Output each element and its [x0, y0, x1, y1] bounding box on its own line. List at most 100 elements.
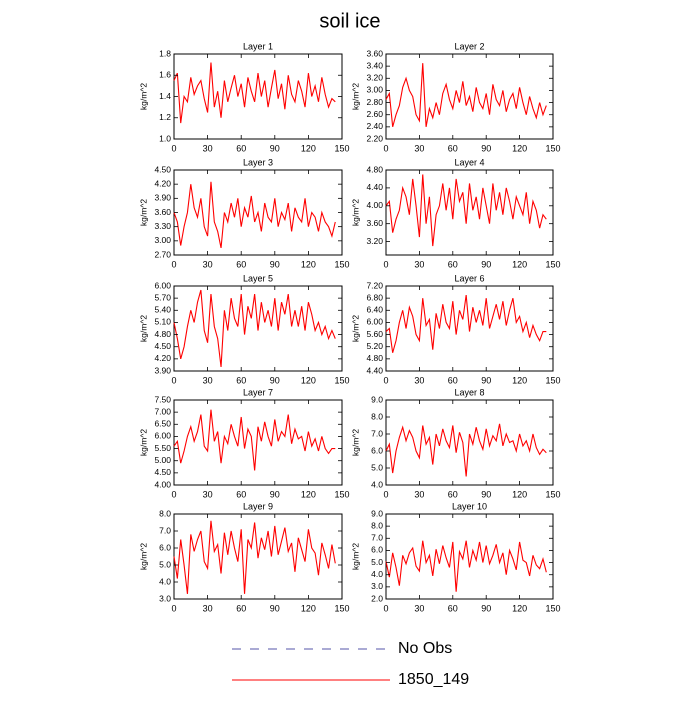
plot-frame	[385, 169, 554, 256]
y-tick-label: 5.60	[366, 329, 383, 339]
x-tick-label: 90	[270, 603, 280, 613]
x-tick-label: 60	[236, 603, 246, 613]
x-tick-label: 150	[334, 375, 349, 385]
y-tick-label: 3.00	[366, 85, 383, 95]
panel: Layer 6 kg/m^2 0 30 60 90 120 150 4.40 4.80 5.20 5.…	[350, 273, 560, 385]
panel: Layer 7 kg/m^2 0 30 60 90 120 150 4.00 4.50 5.00 5.…	[138, 387, 349, 499]
x-tick-label: 0	[383, 603, 388, 613]
y-tick-label: 7.50	[154, 394, 171, 404]
y-tick-label: 4.0	[371, 569, 383, 579]
data-line	[385, 63, 547, 128]
data-line	[173, 62, 336, 124]
y-tick-label: 6.00	[154, 431, 171, 441]
y-tick-label: 7.20	[366, 280, 383, 290]
x-tick-label: 90	[481, 489, 491, 499]
panel: Layer 2 kg/m^2 0 30 60 90 120 150 2.20 2.40 2.60 2.…	[350, 41, 560, 153]
y-tick-label: 5.0	[371, 462, 383, 472]
x-tick-label: 90	[270, 375, 280, 385]
x-tick-label: 60	[448, 489, 458, 499]
x-tick-label: 150	[545, 603, 560, 613]
y-tick-label: 9.0	[371, 394, 383, 404]
y-tick-label: 5.50	[154, 443, 171, 453]
y-tick-label: 3.60	[366, 48, 383, 58]
x-tick-label: 60	[236, 375, 246, 385]
figure-title: soil ice	[319, 10, 380, 32]
x-tick-label: 0	[171, 603, 176, 613]
data-line	[385, 295, 547, 353]
y-tick-label: 5.0	[159, 559, 171, 569]
x-tick-label: 90	[270, 259, 280, 269]
y-tick-label: 4.80	[154, 329, 171, 339]
x-tick-label: 120	[301, 143, 316, 153]
x-tick-label: 60	[448, 259, 458, 269]
y-tick-label: 1.8	[159, 48, 171, 58]
y-axis-label: kg/m^2	[350, 429, 360, 456]
y-tick-label: 1.6	[159, 70, 171, 80]
x-tick-label: 150	[545, 489, 560, 499]
plot-frame	[385, 53, 554, 140]
x-tick-label: 120	[512, 259, 527, 269]
panel-title: Layer 4	[454, 157, 484, 167]
panel: Layer 10 kg/m^2 0 30 60 90 120 150 2.0 3.0 4.0 5.0 6…	[350, 501, 560, 613]
x-tick-label: 30	[414, 489, 424, 499]
data-line	[385, 174, 547, 247]
x-tick-label: 0	[383, 259, 388, 269]
y-tick-label: 7.0	[159, 525, 171, 535]
x-tick-label: 0	[383, 375, 388, 385]
y-tick-label: 5.20	[366, 341, 383, 351]
y-tick-label: 2.20	[366, 133, 383, 143]
x-tick-label: 0	[383, 489, 388, 499]
y-tick-label: 3.90	[154, 193, 171, 203]
y-tick-label: 2.40	[366, 121, 383, 131]
y-tick-label: 5.40	[154, 305, 171, 315]
panel-title: Layer 3	[243, 157, 273, 167]
data-line	[173, 520, 336, 594]
y-tick-label: 3.40	[366, 60, 383, 70]
x-tick-label: 30	[203, 603, 213, 613]
data-line	[385, 423, 547, 477]
x-tick-label: 60	[448, 375, 458, 385]
y-tick-label: 4.0	[371, 479, 383, 489]
panel: Layer 3 kg/m^2 0 30 60 90 120 150 2.70 3.00 3.30 3.…	[138, 157, 349, 269]
panel: Layer 8 kg/m^2 0 30 60 90 120 150 4.0 5.0 6.0 7.0 8.…	[350, 387, 560, 499]
y-tick-label: 4.50	[154, 164, 171, 174]
x-tick-label: 150	[334, 489, 349, 499]
x-tick-label: 90	[481, 375, 491, 385]
y-tick-label: 1.2	[159, 112, 171, 122]
x-tick-label: 120	[301, 603, 316, 613]
y-tick-label: 6.40	[366, 305, 383, 315]
panel-title: Layer 2	[454, 41, 484, 51]
y-tick-label: 4.20	[154, 178, 171, 188]
plot-frame	[385, 285, 554, 372]
data-line	[173, 409, 336, 471]
x-tick-label: 30	[203, 143, 213, 153]
y-axis-label: kg/m^2	[350, 543, 360, 570]
y-tick-label: 4.50	[154, 467, 171, 477]
y-tick-label: 3.60	[366, 218, 383, 228]
y-tick-label: 8.0	[371, 411, 383, 421]
y-tick-label: 4.40	[366, 182, 383, 192]
x-tick-label: 150	[334, 143, 349, 153]
legend-label: No Obs	[398, 640, 452, 657]
y-tick-label: 3.20	[366, 236, 383, 246]
x-tick-label: 90	[481, 259, 491, 269]
y-tick-label: 6.0	[371, 445, 383, 455]
x-tick-label: 120	[301, 489, 316, 499]
y-tick-label: 6.00	[154, 280, 171, 290]
y-tick-label: 3.00	[154, 235, 171, 245]
x-tick-label: 150	[545, 375, 560, 385]
y-tick-label: 7.0	[371, 533, 383, 543]
y-tick-label: 3.90	[154, 365, 171, 375]
y-tick-label: 4.50	[154, 341, 171, 351]
y-tick-label: 3.0	[371, 581, 383, 591]
y-tick-label: 8.0	[159, 508, 171, 518]
x-tick-label: 150	[545, 259, 560, 269]
y-tick-label: 6.0	[159, 542, 171, 552]
y-tick-label: 5.0	[371, 557, 383, 567]
x-tick-label: 60	[236, 143, 246, 153]
y-tick-label: 6.80	[366, 292, 383, 302]
x-tick-label: 150	[334, 259, 349, 269]
y-tick-label: 3.30	[154, 221, 171, 231]
y-tick-label: 7.0	[371, 428, 383, 438]
